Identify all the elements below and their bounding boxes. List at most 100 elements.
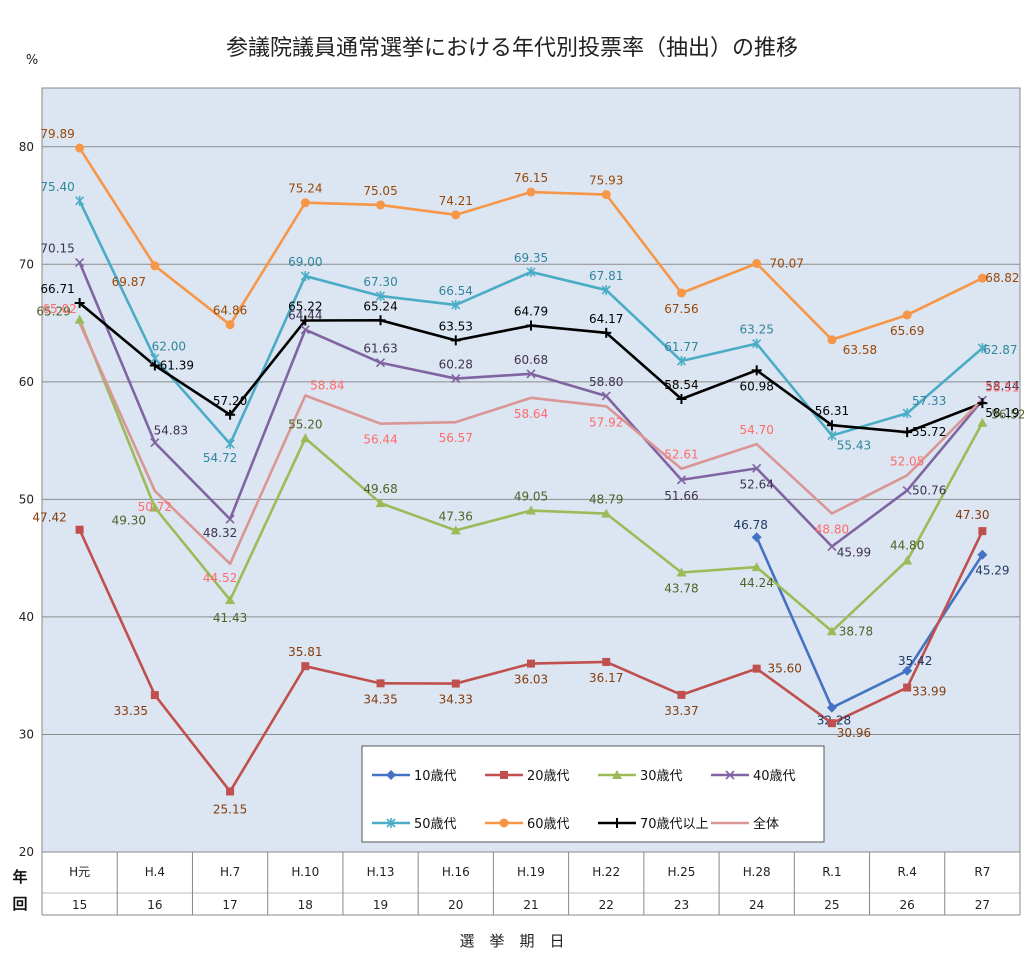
data-label: 48.79 (589, 493, 623, 507)
legend-item: 40歳代 (711, 769, 796, 784)
legend-label: 40歳代 (753, 769, 796, 784)
data-label: 62.87 (983, 343, 1017, 357)
data-point (300, 433, 311, 443)
x-kai-label: 18 (298, 898, 313, 912)
x-tick-label: H.22 (592, 865, 620, 879)
data-point (74, 314, 85, 324)
data-label: 52.64 (740, 477, 774, 491)
data-label: 64.79 (514, 305, 548, 319)
legend-marker (499, 818, 509, 828)
data-label: 57.33 (912, 394, 946, 408)
y-tick-label: 60 (19, 375, 34, 389)
data-point (225, 514, 235, 524)
x-kai-label: 15 (72, 898, 87, 912)
data-point (375, 291, 386, 302)
series-marks-70歳代以上: 66.71 61.39 57.20 65.22 65.24 63.53 64.79 64.17… (40, 282, 1019, 439)
data-label: 63.53 (439, 319, 473, 333)
data-point (826, 420, 837, 431)
legend: 10歳代 20歳代 30歳代 40歳代 50歳代 60歳代 70歳代以上 全体 (361, 745, 825, 843)
x-kai-label: 25 (824, 898, 839, 912)
data-point (902, 310, 912, 320)
data-point (902, 485, 912, 496)
x-kai-label: 27 (975, 898, 990, 912)
data-point (601, 285, 611, 296)
data-label: 67.30 (363, 275, 397, 289)
data-point (375, 498, 386, 508)
data-point (451, 299, 461, 310)
data-point (300, 325, 310, 335)
data-label: 65.02 (42, 302, 76, 316)
data-label: 41.43 (213, 611, 247, 625)
data-label: 46.78 (734, 518, 768, 532)
data-point (75, 257, 85, 268)
data-point (149, 502, 160, 512)
data-label: 61.63 (363, 342, 397, 356)
data-label: 58.80 (589, 375, 623, 389)
series-marks-40歳代: 70.1554.8348.3264.4461.6360.2860.6858.80… (40, 242, 1019, 560)
x-axis-title: 選 挙 期 日 (459, 932, 564, 950)
data-label: 33.99 (912, 685, 946, 699)
data-label: 43.78 (664, 581, 698, 595)
data-label: 54.83 (154, 424, 188, 438)
data-label: 79.89 (40, 127, 74, 141)
data-point (376, 200, 386, 210)
data-point (75, 143, 85, 153)
data-label: 70.15 (40, 242, 74, 256)
legend-marker (725, 770, 735, 780)
x-tick-label: H元 (69, 865, 90, 879)
data-point (376, 679, 385, 688)
data-label: 74.21 (439, 194, 473, 208)
x-tick-label: H.7 (220, 865, 240, 879)
data-point (150, 261, 160, 271)
data-label: 70.07 (770, 256, 804, 270)
data-point (451, 210, 461, 220)
data-label: 58.19 (985, 406, 1019, 420)
x-kai-label: 16 (147, 898, 162, 912)
data-point (526, 320, 536, 331)
data-point (225, 595, 236, 605)
legend-label: 全体 (753, 816, 779, 832)
data-point (751, 365, 762, 376)
data-point (375, 315, 386, 326)
data-label: 56.52 (991, 408, 1024, 422)
data-point (225, 438, 235, 449)
data-label: 47.30 (955, 508, 989, 522)
series-marks-30歳代: 65.29 49.30 41.43 55.20 49.68 47.36 49.05 48.79… (36, 305, 1024, 639)
data-point (451, 679, 460, 688)
row-label-kai: 回 (12, 895, 27, 913)
data-label: 66.71 (40, 282, 74, 296)
data-label: 50.72 (138, 500, 172, 514)
data-label: 34.33 (439, 693, 473, 707)
legend-marker (500, 771, 508, 779)
data-point (751, 562, 762, 572)
data-label: 51.66 (664, 489, 698, 503)
data-label: 44.52 (203, 571, 237, 585)
data-point (527, 659, 535, 668)
legend-item: 全体 (711, 816, 779, 832)
data-point (751, 532, 762, 543)
data-label: 63.58 (843, 343, 877, 357)
data-point (676, 475, 687, 485)
data-point (752, 338, 762, 349)
data-label: 75.40 (40, 180, 74, 194)
data-label: 55.20 (288, 417, 322, 431)
y-axis-unit: % (26, 53, 38, 68)
series-line (755, 536, 984, 709)
data-point (676, 567, 687, 577)
data-label: 33.35 (114, 704, 148, 718)
data-label: 33.37 (664, 704, 698, 718)
data-label: 75.05 (363, 184, 397, 198)
data-label: 64.86 (213, 304, 247, 318)
x-kai-label: 19 (373, 898, 388, 912)
data-point (150, 691, 159, 700)
data-point (526, 369, 536, 379)
data-label: 58.64 (514, 407, 548, 421)
x-tick-label: H.19 (517, 865, 545, 879)
data-label: 58.84 (310, 378, 344, 392)
data-label: 55.72 (912, 425, 946, 439)
series-10歳代 (755, 536, 984, 709)
data-point (601, 391, 611, 401)
data-point (676, 394, 687, 405)
data-label: 75.24 (288, 182, 322, 196)
data-label: 36.17 (589, 671, 623, 685)
